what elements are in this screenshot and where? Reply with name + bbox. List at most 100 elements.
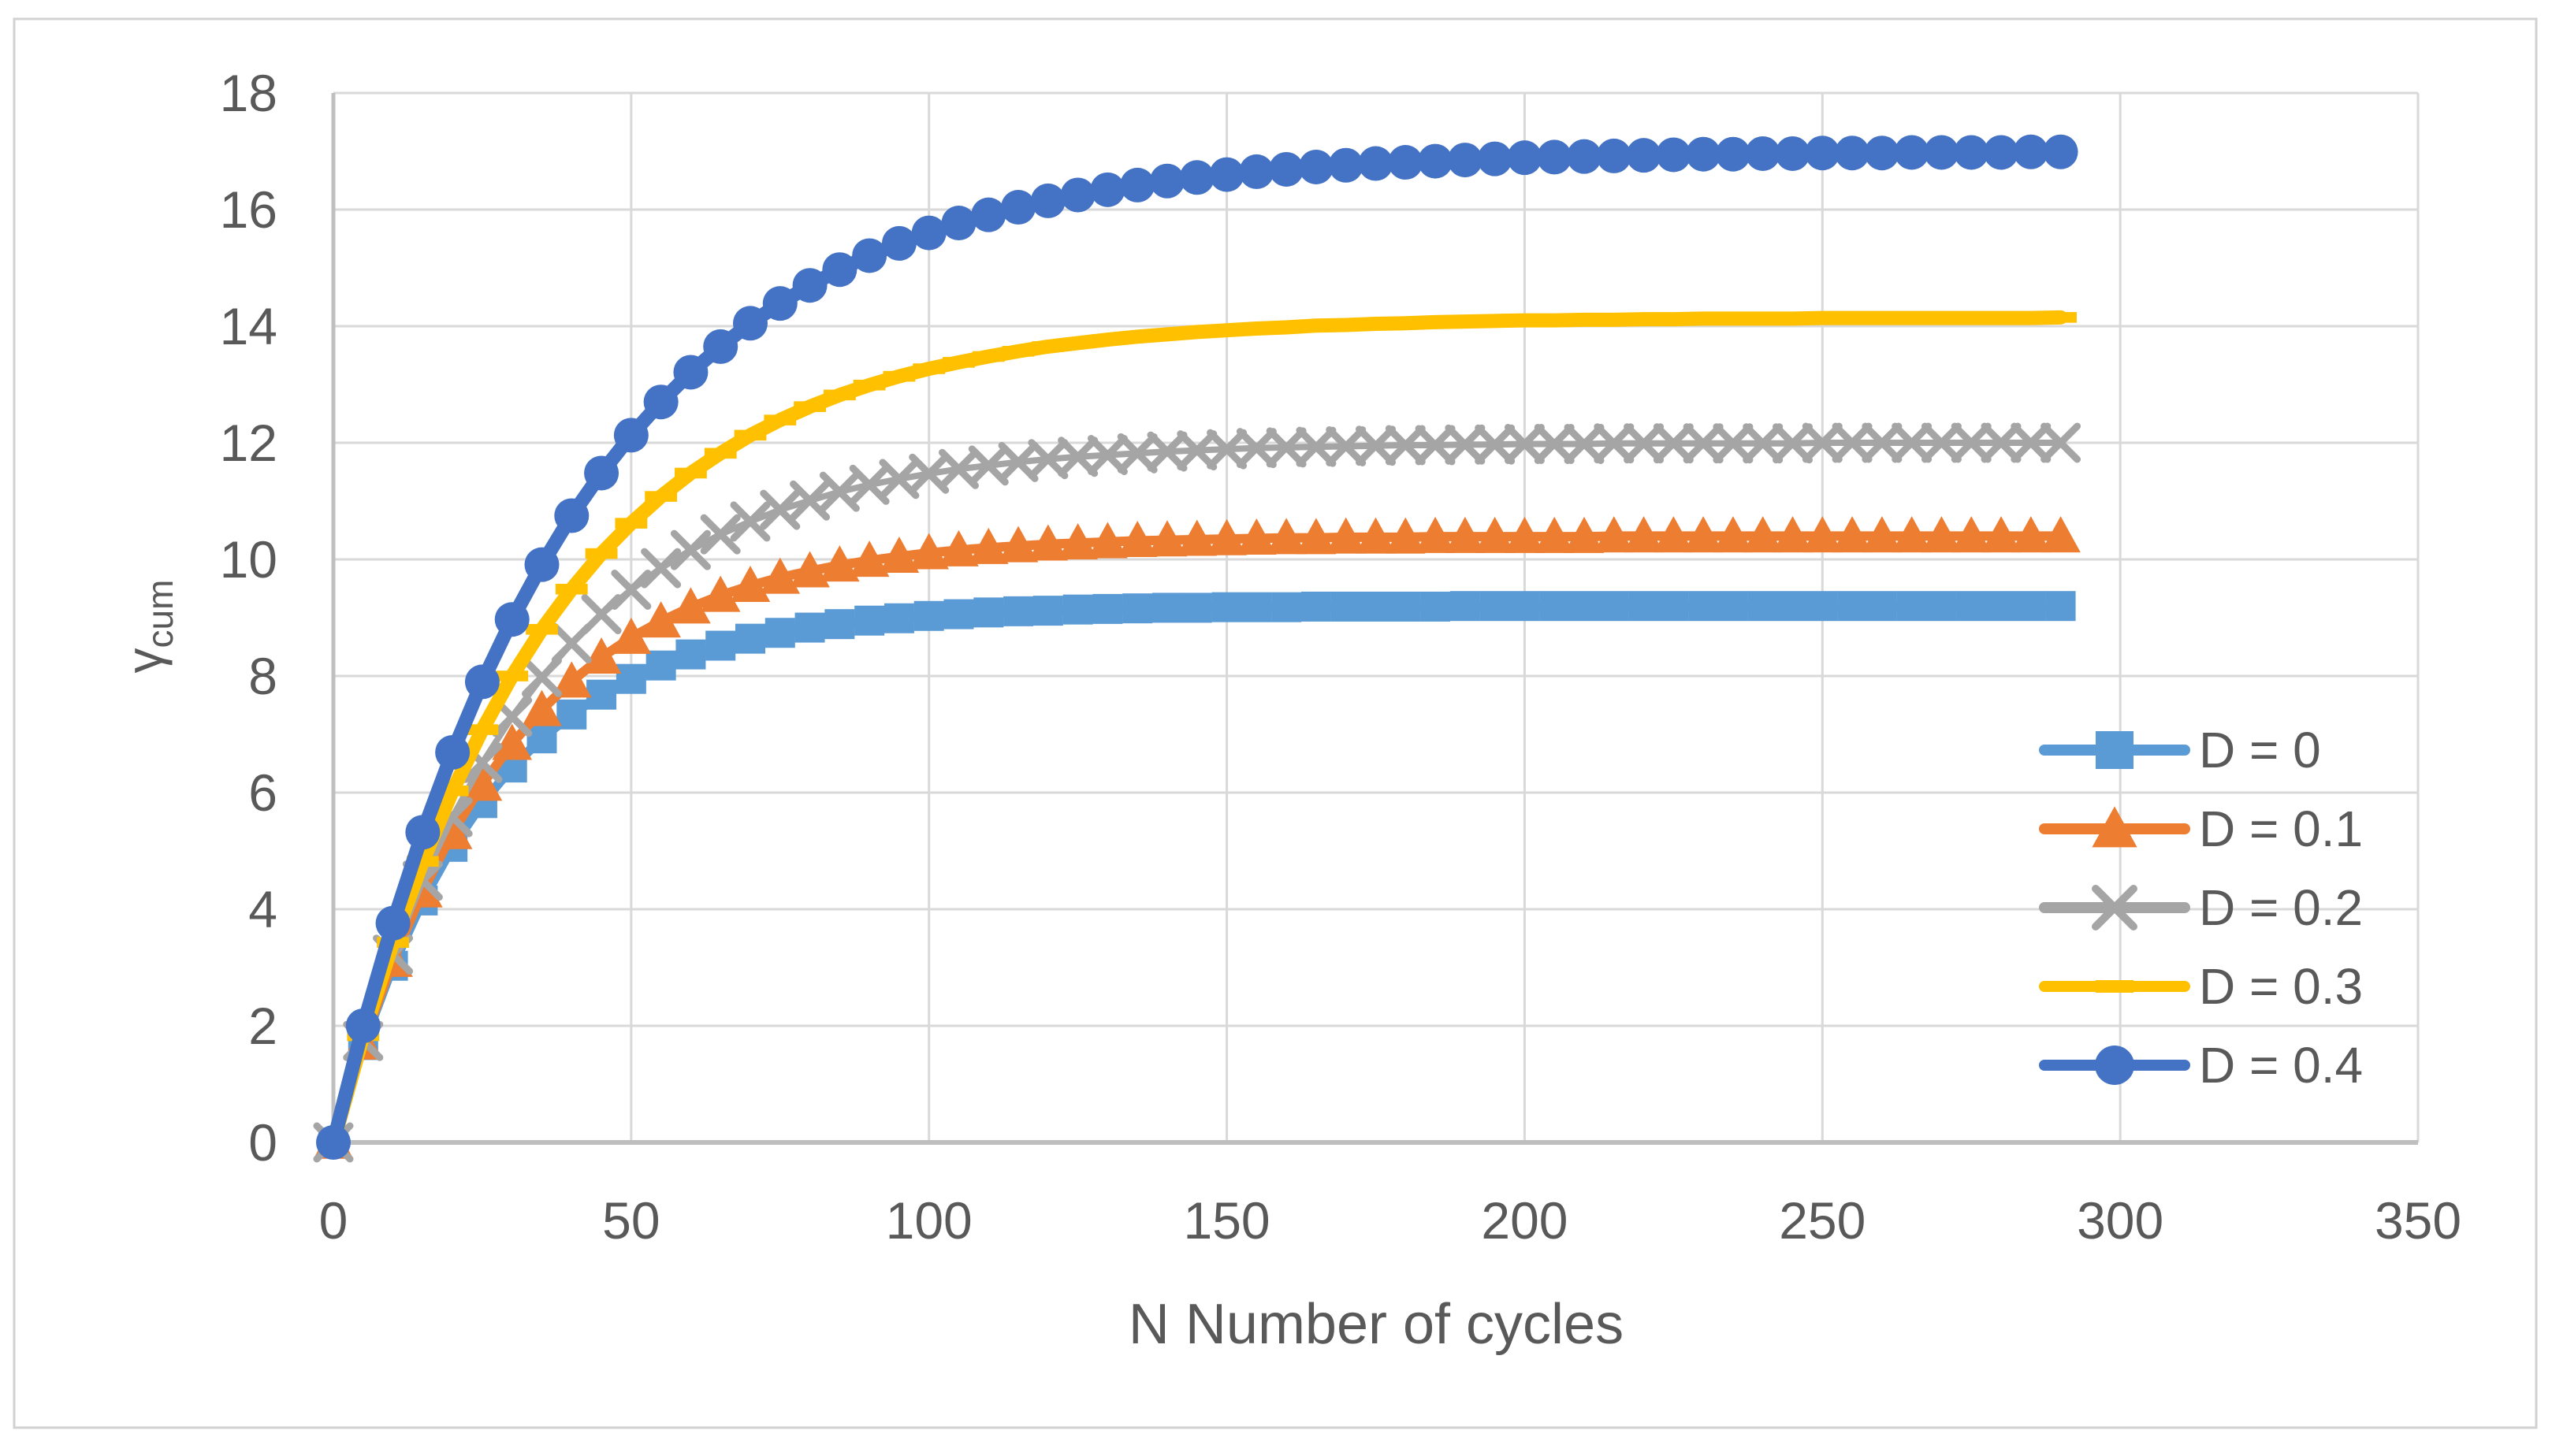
y-axis-title-base: γ	[116, 648, 173, 673]
series-d0.3-marker	[1985, 312, 2018, 324]
series-d0-marker	[854, 605, 885, 636]
y-tick-label-2: 2	[248, 997, 277, 1055]
series-d0.2-marker	[581, 594, 622, 635]
series-d0-marker	[884, 603, 914, 633]
series-d0.3-marker	[1419, 317, 1452, 328]
series-d0.2-marker	[1207, 429, 1248, 470]
series-d0.1-marker	[1743, 516, 1784, 553]
series-d0.2-marker	[1624, 423, 1665, 464]
series-d0.2-marker	[1236, 428, 1277, 469]
y-tick-label-4: 4	[248, 880, 277, 938]
series-d0.2-marker	[700, 514, 741, 555]
series-d0.1-marker	[1356, 517, 1396, 554]
series-d0.4-marker	[881, 225, 917, 261]
series-d0.2-marker	[1266, 427, 1307, 468]
series-d0.4-marker	[1686, 136, 1721, 172]
series-d0-marker	[1062, 594, 1093, 625]
series-d0.1-marker	[1981, 516, 2022, 553]
series-d0.2-marker	[760, 489, 801, 530]
series-d0.2-marker	[1594, 423, 1635, 464]
series-d0.3-marker	[1479, 315, 1512, 327]
series-d0.3-marker	[794, 401, 826, 412]
x-tick-label-150: 150	[1184, 1191, 1270, 1250]
series-d0-marker	[675, 639, 706, 670]
series-d0.1-marker	[1534, 516, 1575, 553]
x-tick-label-250: 250	[1779, 1191, 1866, 1250]
series-d0.3-marker	[1895, 312, 1929, 324]
series-d0-marker	[1837, 591, 1868, 622]
y-axis-title-subscript: cum	[140, 580, 180, 648]
series-d0.1-marker	[849, 540, 890, 578]
series-d0-marker	[1449, 591, 1480, 622]
series-d0.4-marker	[2043, 134, 2078, 169]
series-d0-marker	[645, 650, 676, 681]
series-d0.1-marker	[1624, 516, 1664, 553]
series-d0.4-marker	[1954, 135, 1989, 170]
series-d0.4-marker	[1447, 143, 1482, 178]
series-d0.1-marker	[1445, 516, 1486, 553]
series-d0.3-marker	[913, 363, 946, 374]
series-d0-marker	[1747, 591, 1778, 622]
series-d0.2-marker	[1892, 422, 1933, 463]
series-d0-marker	[1628, 591, 1659, 622]
series-d0.1-marker	[551, 661, 592, 698]
series-d0-marker	[1122, 593, 1153, 624]
series-d0-marker	[1181, 592, 1212, 623]
series-d0.3-marker	[1657, 314, 1690, 325]
series-d0-marker	[1211, 592, 1242, 622]
series-d0.4-marker	[1805, 136, 1840, 171]
y-tick-label-14: 14	[220, 297, 277, 355]
series-d0.4-marker	[1984, 135, 2018, 170]
y-tick-label-8: 8	[248, 647, 277, 705]
series-d0.4-marker	[971, 197, 1006, 232]
series-d0.3-marker	[1270, 321, 1303, 333]
y-tick-label-6: 6	[248, 763, 277, 822]
series-d0-marker	[1926, 591, 1957, 622]
series-d0-marker	[735, 623, 765, 654]
series-d0.3-marker	[1538, 314, 1571, 326]
legend-entry-d0.1: D = 0.1	[2039, 800, 2363, 857]
series-d0.1-marker	[641, 601, 681, 638]
series-d0.4-marker	[1835, 136, 1870, 171]
series-d0.4-marker	[703, 329, 738, 364]
series-d0-marker	[616, 663, 646, 694]
series-d0.4-marker	[1239, 154, 1274, 189]
series-d0.1-marker	[1892, 516, 1932, 553]
legend-entry-d0.1-swatch-marker	[2092, 806, 2137, 848]
x-tick-label-0: 0	[319, 1191, 348, 1250]
series-d0.1-markers	[313, 516, 2081, 1159]
series-d0.4-marker	[1269, 151, 1304, 187]
series-d0.1-marker	[1683, 516, 1724, 553]
series-d0.2-marker	[1713, 423, 1754, 464]
series-d0.1-marker	[522, 689, 562, 726]
series-d0.2-marker	[670, 529, 711, 570]
series-d0.3-marker	[526, 624, 558, 635]
legend-entry-d0-label: D = 0	[2199, 722, 2321, 778]
series-d0.4-marker	[792, 268, 828, 303]
series-d0.4-marker	[375, 905, 411, 941]
series-d0.1-marker	[909, 533, 950, 570]
series-d0-marker	[1866, 591, 1897, 622]
y-tick-label-16: 16	[220, 180, 277, 239]
series-d0.2-marker	[1683, 423, 1724, 464]
series-d0.4-marker	[1298, 149, 1334, 184]
series-d0.4-marker	[524, 547, 560, 582]
series-d0-marker	[824, 609, 855, 640]
series-d0.3-marker	[1151, 329, 1184, 340]
series-d0.1-marker	[700, 575, 741, 612]
series-d0.2-marker	[1058, 436, 1099, 477]
series-d0.3-marker	[1509, 314, 1541, 326]
series-d0.4-marker	[1388, 145, 1423, 180]
series-d0-marker	[1092, 593, 1123, 624]
series-d0.1-marker	[1385, 517, 1426, 554]
series-d0.1-marker	[1832, 516, 1873, 553]
series-d0.2-marker	[1534, 423, 1575, 464]
series-d0-marker	[1896, 591, 1927, 622]
series-d0.3-marker	[1866, 312, 1899, 324]
series-d0.1-marker	[968, 527, 1009, 564]
series-d0.1-marker	[671, 587, 711, 624]
series-d0.2-marker	[1921, 422, 1962, 463]
series-d0.1-marker	[1654, 516, 1694, 553]
series-d0.2-marker	[1385, 425, 1426, 466]
series-d0.4-marker	[822, 252, 857, 288]
